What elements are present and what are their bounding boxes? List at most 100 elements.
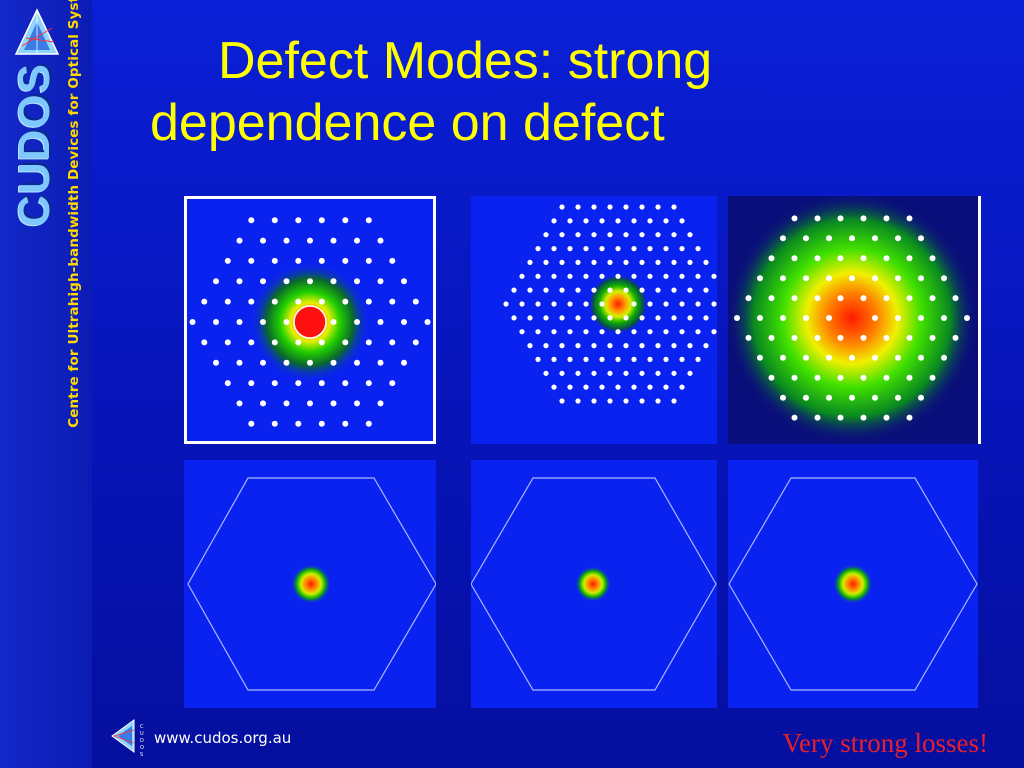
- air-hole: [283, 319, 290, 325]
- air-hole: [201, 339, 208, 346]
- air-hole: [734, 315, 740, 321]
- air-hole: [567, 356, 573, 362]
- air-hole: [551, 218, 557, 224]
- air-hole: [883, 334, 890, 341]
- air-hole: [260, 237, 266, 244]
- air-hole: [365, 339, 372, 346]
- air-hole: [318, 217, 325, 224]
- lattice-dense-defect-mode: [471, 196, 717, 444]
- air-hole: [559, 343, 565, 349]
- air-hole: [631, 384, 637, 390]
- air-hole: [583, 246, 589, 252]
- air-hole: [860, 215, 867, 222]
- air-hole: [849, 275, 855, 282]
- air-hole: [607, 259, 613, 265]
- air-hole: [906, 414, 913, 421]
- air-hole: [401, 319, 407, 325]
- air-hole: [248, 298, 255, 305]
- air-hole: [780, 354, 786, 361]
- air-hole: [248, 217, 255, 224]
- air-hole: [377, 237, 384, 244]
- air-hole: [671, 398, 677, 404]
- air-hole: [330, 237, 337, 244]
- air-hole: [527, 287, 533, 293]
- air-hole: [389, 257, 396, 264]
- air-hole: [826, 275, 832, 282]
- air-hole: [591, 259, 597, 265]
- air-hole: [631, 273, 637, 279]
- air-hole: [906, 255, 913, 262]
- air-hole: [745, 295, 752, 302]
- air-hole: [318, 420, 325, 427]
- lattice-large-core-mode-figure: [728, 196, 978, 444]
- air-hole: [671, 315, 677, 321]
- air-hole: [567, 384, 573, 390]
- air-hole: [623, 259, 629, 265]
- air-hole: [535, 273, 541, 279]
- air-hole: [527, 259, 533, 265]
- slide-title-line-2: dependence on defect: [150, 94, 665, 152]
- air-hole: [695, 246, 701, 252]
- air-hole: [283, 400, 290, 407]
- air-hole: [639, 343, 645, 349]
- air-hole: [703, 315, 709, 321]
- air-hole: [551, 384, 557, 390]
- air-hole: [639, 204, 645, 210]
- air-hole: [307, 278, 313, 285]
- air-hole: [330, 319, 337, 325]
- air-hole: [575, 370, 581, 376]
- air-hole: [671, 204, 677, 210]
- air-hole: [551, 301, 557, 307]
- air-hole: [583, 301, 589, 307]
- air-hole: [535, 301, 541, 307]
- air-hole: [679, 356, 685, 362]
- air-hole: [551, 356, 557, 362]
- air-hole: [527, 315, 533, 321]
- slide-title: Defect Modes: strong dependence on defec…: [150, 30, 870, 154]
- air-hole: [551, 246, 557, 252]
- air-hole: [803, 315, 809, 321]
- air-hole: [655, 232, 661, 238]
- air-hole: [412, 339, 419, 346]
- air-hole: [318, 298, 325, 305]
- air-hole: [271, 298, 278, 305]
- air-hole: [377, 359, 384, 366]
- air-hole: [837, 374, 844, 381]
- hexagon-mode-1: [184, 460, 436, 708]
- hexagon-mode-3: [728, 460, 978, 708]
- air-hole: [389, 298, 396, 305]
- air-hole: [895, 354, 901, 361]
- air-hole: [814, 255, 821, 262]
- air-hole: [615, 329, 621, 335]
- air-hole: [599, 218, 605, 224]
- website-url[interactable]: www.cudos.org.au: [154, 729, 292, 747]
- air-hole: [567, 273, 573, 279]
- air-hole: [623, 398, 629, 404]
- air-hole: [895, 235, 901, 242]
- air-hole: [236, 359, 243, 366]
- air-hole: [599, 301, 605, 307]
- svg-text:U: U: [140, 731, 144, 737]
- air-hole: [631, 246, 637, 252]
- air-hole: [872, 315, 878, 321]
- air-hole: [377, 278, 384, 285]
- air-hole: [591, 204, 597, 210]
- air-hole: [248, 420, 255, 427]
- air-hole: [872, 235, 878, 242]
- air-hole: [389, 380, 396, 387]
- air-hole: [583, 329, 589, 335]
- air-hole: [655, 370, 661, 376]
- air-hole: [575, 259, 581, 265]
- air-hole: [703, 287, 709, 293]
- air-hole: [687, 287, 693, 293]
- air-hole: [236, 237, 243, 244]
- air-hole: [342, 257, 349, 264]
- air-hole: [631, 329, 637, 335]
- air-hole: [365, 298, 372, 305]
- air-hole: [679, 384, 685, 390]
- air-hole: [941, 315, 947, 321]
- lattice-dense-defect-mode-figure: [471, 196, 717, 444]
- air-hole: [687, 315, 693, 321]
- air-hole: [780, 235, 786, 242]
- air-hole: [883, 215, 890, 222]
